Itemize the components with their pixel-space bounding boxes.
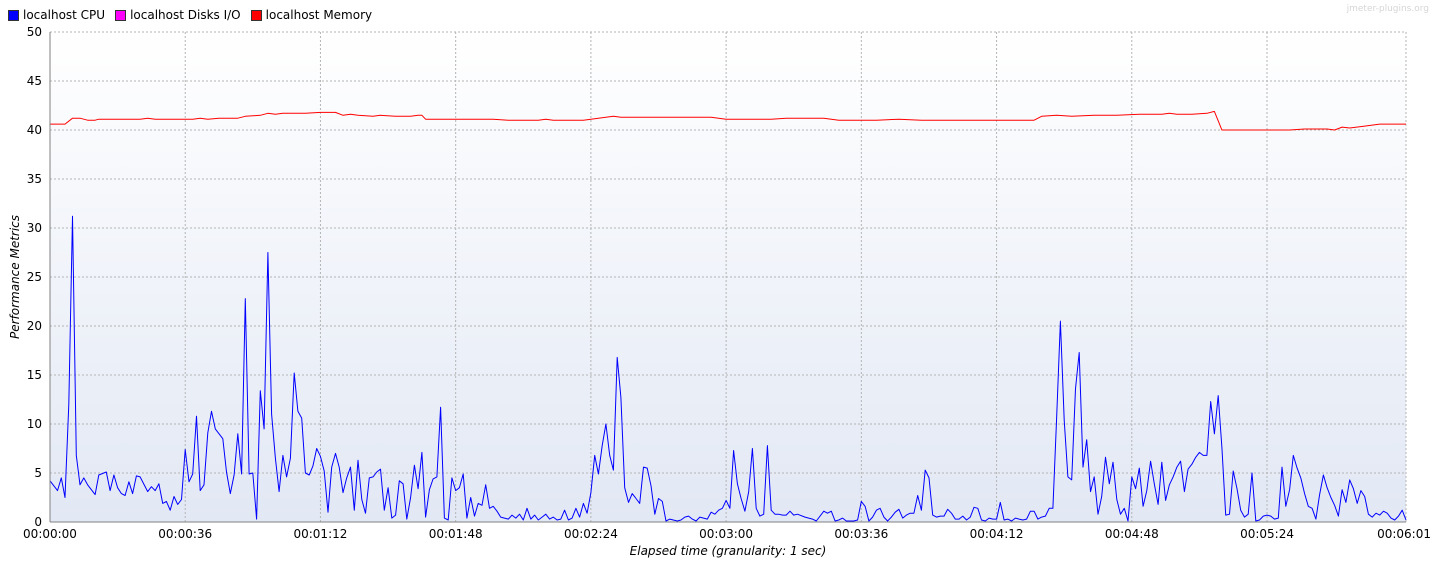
- tick-labels: 0 5 10 15 20 25 30 35 40 45 50 00:00:00 00:00:36 00:0…: [23, 25, 1431, 541]
- x-tick-label: 00:05:24: [1240, 527, 1294, 541]
- x-tick-label: 00:02:24: [564, 527, 618, 541]
- legend-label-disks-io: localhost Disks I/O: [130, 8, 241, 22]
- legend-swatch-memory: [250, 9, 262, 21]
- y-tick-label: 0: [34, 515, 42, 529]
- legend-swatch-disks-io: [115, 9, 127, 21]
- watermark: jmeter-plugins.org: [1346, 4, 1429, 14]
- x-tick-label: 00:04:48: [1105, 527, 1159, 541]
- x-tick-label: 00:01:12: [293, 527, 347, 541]
- x-tick-label: 00:03:00: [699, 527, 753, 541]
- x-tick-label: 00:04:12: [970, 527, 1024, 541]
- x-tick-label: 00:01:48: [429, 527, 483, 541]
- legend-label-memory: localhost Memory: [265, 8, 373, 22]
- y-tick-label: 5: [34, 466, 42, 480]
- y-tick-label: 15: [27, 368, 42, 382]
- x-tick-label: 00:03:36: [834, 527, 888, 541]
- legend-item-cpu[interactable]: localhost CPU: [8, 8, 105, 22]
- legend-item-memory[interactable]: localhost Memory: [250, 8, 373, 22]
- y-tick-label: 40: [27, 123, 42, 137]
- series-line-localhost-cpu: [49, 215, 1407, 522]
- x-tick-label: 00:00:36: [158, 527, 212, 541]
- x-tick-label: 00:06:01: [1377, 527, 1431, 541]
- y-tick-label: 10: [27, 417, 42, 431]
- legend-item-disks-io[interactable]: localhost Disks I/O: [115, 8, 241, 22]
- axes: [49, 32, 1406, 523]
- y-tick-label: 30: [27, 221, 42, 235]
- legend-label-cpu: localhost CPU: [23, 8, 106, 22]
- x-axis-label: Elapsed time (granularity: 1 sec): [630, 544, 827, 558]
- y-tick-label: 35: [27, 172, 42, 186]
- y-tick-label: 45: [27, 74, 42, 88]
- grid-lines: [50, 31, 1407, 522]
- series-line-localhost-memory: [50, 110, 1406, 131]
- y-tick-label: 25: [27, 270, 42, 284]
- legend-swatch-cpu: [8, 9, 19, 21]
- x-tick-label: 00:00:00: [23, 527, 77, 541]
- y-tick-label: 50: [27, 25, 42, 39]
- y-tick-label: 20: [27, 319, 42, 333]
- y-axis-label: Performance Metrics: [8, 215, 22, 339]
- legend: localhost CPU localhost Disks I/O localh…: [8, 7, 382, 23]
